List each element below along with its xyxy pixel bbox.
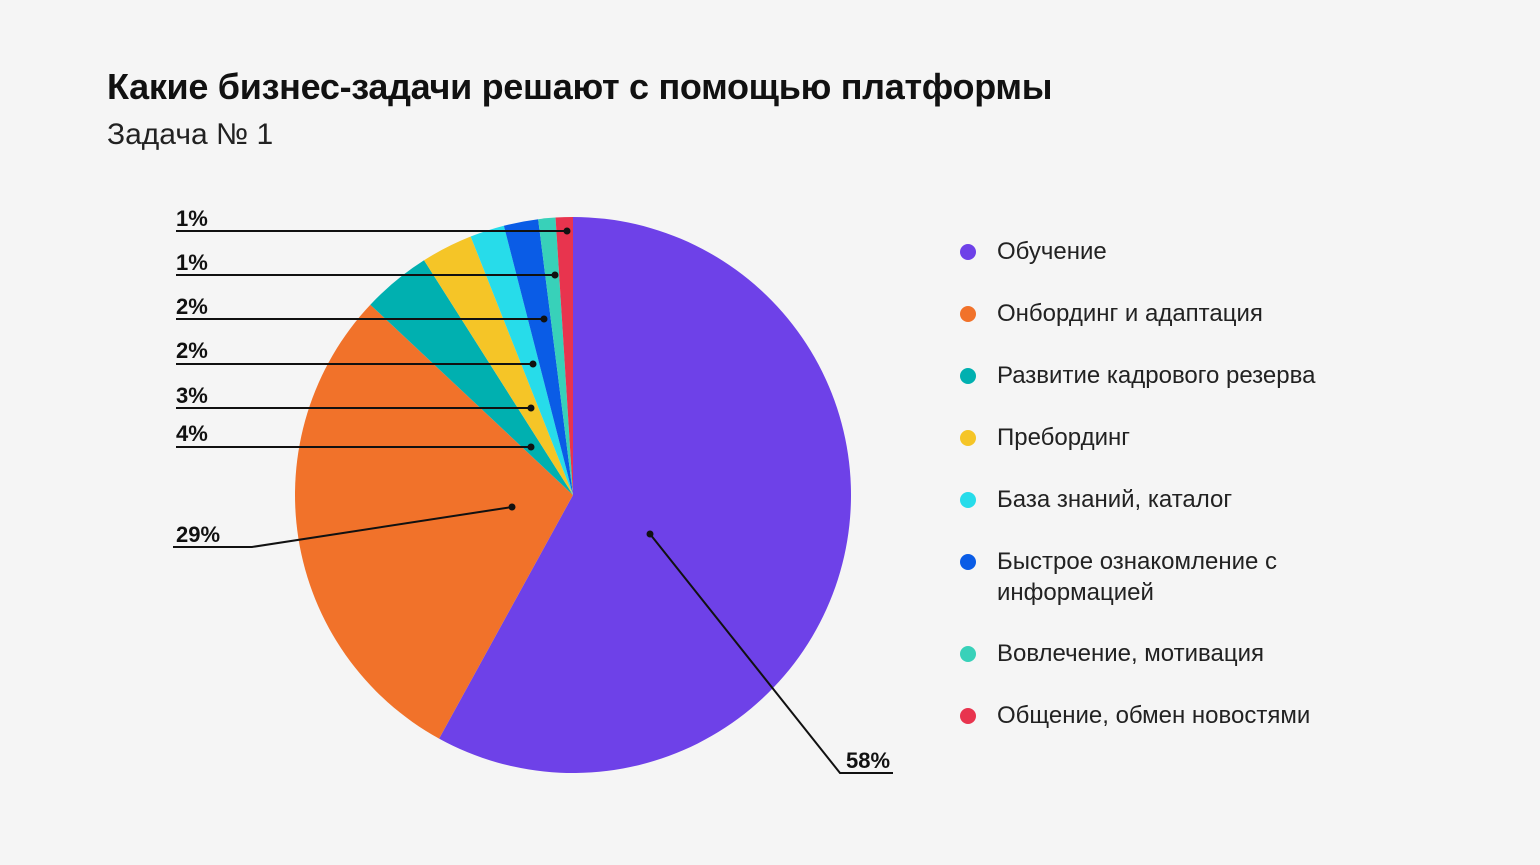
leader-dot (563, 227, 571, 235)
legend-swatch (960, 430, 976, 446)
legend-swatch (960, 492, 976, 508)
data-label: 58% (846, 748, 890, 773)
pie-slice (470, 225, 573, 495)
chart-title: Какие бизнес-задачи решают с помощью пла… (107, 66, 1053, 107)
legend-label: Быстрое ознакомление с информацией (997, 548, 1278, 606)
leader-line (173, 506, 513, 548)
legend-item: Вовлечение, мотивация (958, 638, 1378, 669)
data-label: 4% (176, 421, 208, 446)
data-label: 29% (176, 522, 220, 547)
legend-label: Онбординг и адаптация (997, 300, 1263, 327)
legend-item: Онбординг и адаптация (958, 298, 1378, 329)
data-label: 2% (176, 294, 208, 319)
legend-label: Пребординг (997, 424, 1130, 451)
legend-item: База знаний, каталог (958, 484, 1378, 515)
legend-swatch (960, 646, 976, 662)
legend-swatch (960, 368, 976, 384)
leader-line (649, 533, 893, 774)
legend-label: Обучение (997, 238, 1107, 265)
data-label: 1% (176, 250, 208, 275)
legend-item: Развитие кадрового резерва (958, 360, 1378, 391)
legend-label: Вовлечение, мотивация (997, 640, 1264, 667)
leader-dot (540, 315, 548, 323)
pie-slice (439, 217, 851, 773)
data-label: 2% (176, 338, 208, 363)
legend-swatch (960, 244, 976, 260)
pie-slice (555, 217, 573, 495)
chart-subtitle: Задача № 1 (107, 118, 274, 151)
legend-item: Быстрое ознакомление с информацией (958, 546, 1378, 608)
leader-dot (527, 404, 535, 412)
leader-dot (551, 271, 559, 279)
leader-dot (527, 443, 535, 451)
data-label: 3% (176, 383, 208, 408)
pie-slice (538, 217, 573, 495)
pie-slice (424, 236, 573, 495)
legend-item: Обучение (958, 236, 1378, 267)
legend-label: База знаний, каталог (997, 486, 1233, 513)
legend-item: Общение, обмен новостями (958, 700, 1378, 731)
legend-label: Развитие кадрового резерва (997, 362, 1316, 389)
leader-dot (646, 530, 654, 538)
data-label: 1% (176, 206, 208, 231)
leader-dot (529, 360, 537, 368)
pie-slice (503, 219, 573, 495)
legend-swatch (960, 306, 976, 322)
leader-dot (508, 503, 516, 511)
legend-item: Пребординг (958, 422, 1378, 453)
legend-swatch (960, 708, 976, 724)
legend-label: Общение, обмен новостями (997, 702, 1311, 729)
pie-slice (295, 304, 573, 739)
legend-swatch (960, 554, 976, 570)
